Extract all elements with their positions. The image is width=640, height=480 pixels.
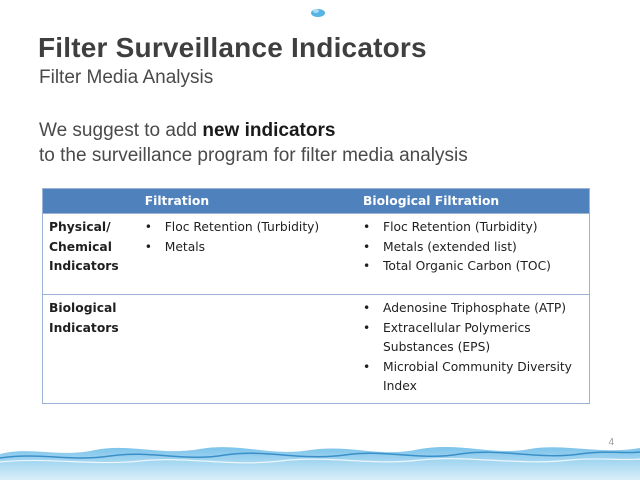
list-item: Metals (extended list) xyxy=(361,238,583,258)
lead-text: We suggest to add new indicators to the … xyxy=(39,118,468,168)
list-item: Metals xyxy=(143,238,349,258)
row-label-line: Indicators xyxy=(49,259,119,273)
cell-filtration-biological xyxy=(136,294,355,403)
indicators-table: Filtration Biological Filtration Physica… xyxy=(42,188,590,404)
header-cell-filtration: Filtration xyxy=(136,188,355,214)
table-header-row: Filtration Biological Filtration xyxy=(42,188,590,214)
row-label-line: Biological xyxy=(49,301,117,315)
list-item: Adenosine Triphosphate (ATP) xyxy=(361,299,583,319)
bullet-list: Floc Retention (Turbidity) Metals xyxy=(143,218,349,257)
row-label-line: Chemical xyxy=(49,239,112,254)
water-waves-decoration xyxy=(0,446,640,480)
table-row: Physical/ Chemical Indicators Floc Reten… xyxy=(42,213,590,295)
lead-text-bold: new indicators xyxy=(202,120,336,141)
list-item: Extracellular Polymerics Substances (EPS… xyxy=(361,319,583,358)
row-label-line: Indicators xyxy=(49,320,119,335)
page-number: 4 xyxy=(608,437,614,448)
header-cell-biological-filtration: Biological Filtration xyxy=(355,188,590,214)
lead-text-part1: We suggest to add xyxy=(39,120,203,141)
table-row: Biological Indicators Adenosine Triphosp… xyxy=(42,294,590,403)
row-label-biological: Biological Indicators xyxy=(42,294,137,403)
row-label-physical-chemical: Physical/ Chemical Indicators xyxy=(42,213,137,295)
list-item: Floc Retention (Turbidity) xyxy=(143,218,349,238)
bullet-list: Floc Retention (Turbidity) Metals (exten… xyxy=(361,218,583,277)
bullet-list: Adenosine Triphosphate (ATP) Extracellul… xyxy=(361,299,583,397)
page-title: Filter Surveillance Indicators xyxy=(38,32,427,63)
row-label-line: Physical/ xyxy=(49,220,111,234)
list-item: Floc Retention (Turbidity) xyxy=(361,218,583,238)
cell-biological-physical: Floc Retention (Turbidity) Metals (exten… xyxy=(355,213,590,295)
water-drop-logo-icon xyxy=(311,9,325,17)
lead-text-line2: to the surveillance program for filter m… xyxy=(39,145,468,166)
cell-biological-biological: Adenosine Triphosphate (ATP) Extracellul… xyxy=(355,294,590,403)
page-subtitle: Filter Media Analysis xyxy=(39,67,214,88)
header-cell-empty xyxy=(42,188,137,214)
list-item: Total Organic Carbon (TOC) xyxy=(361,257,583,277)
list-item: Microbial Community Diversity Index xyxy=(361,358,583,397)
cell-filtration-physical: Floc Retention (Turbidity) Metals xyxy=(136,213,355,295)
